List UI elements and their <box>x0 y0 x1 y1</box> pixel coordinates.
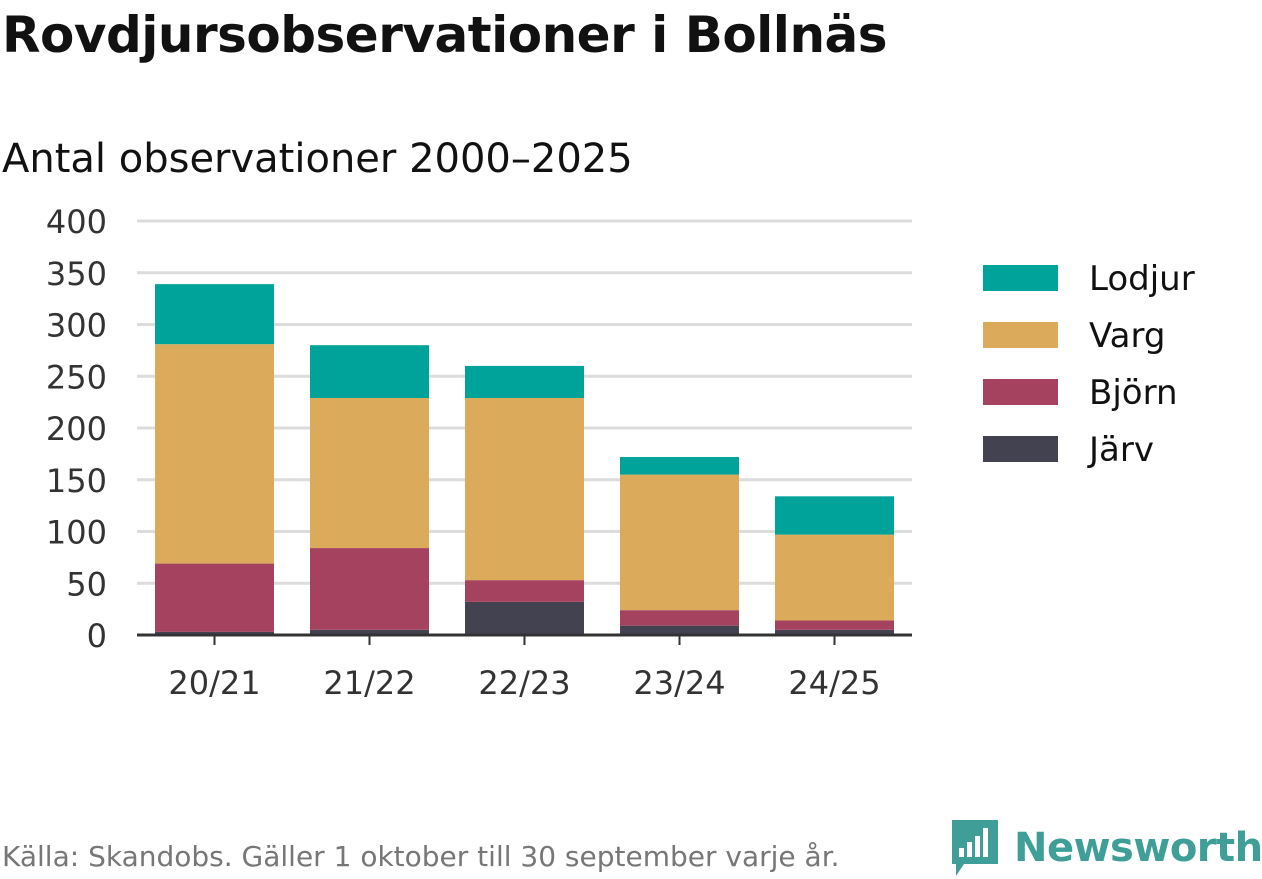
bar-segment <box>620 474 739 611</box>
brand-logo: Newsworthy <box>950 818 1262 878</box>
bar-segment <box>155 344 274 564</box>
y-axis-ticks: 0 50 100 150 200 250 300 350 400 <box>46 203 107 655</box>
bar-segment <box>155 284 274 345</box>
bar-segment <box>310 629 429 635</box>
brand-name: Newsworthy <box>1014 825 1262 871</box>
x-tick-label: 20/21 <box>168 664 260 702</box>
legend-label: Järv <box>1087 430 1154 470</box>
bar-segment <box>465 580 584 602</box>
y-tick-label: 300 <box>46 307 107 345</box>
bar-segment <box>775 620 894 630</box>
y-tick-label: 50 <box>66 565 107 603</box>
y-tick-label: 150 <box>46 462 107 500</box>
legend-swatch <box>983 265 1058 291</box>
bar-segment <box>465 601 584 635</box>
x-tick-label: 22/23 <box>478 664 570 702</box>
y-tick-label: 100 <box>46 514 107 552</box>
x-tick-label: 21/22 <box>323 664 415 702</box>
bar-segment <box>155 631 274 635</box>
y-tick-label: 350 <box>46 255 107 293</box>
legend-label: Lodjur <box>1089 259 1195 299</box>
newsworthy-logo-icon <box>952 820 998 876</box>
x-tick-label: 24/25 <box>788 664 880 702</box>
legend-label: Varg <box>1089 316 1165 356</box>
legend-swatch <box>983 379 1058 405</box>
y-tick-label: 400 <box>46 203 107 241</box>
x-axis <box>137 633 912 645</box>
y-tick-label: 0 <box>87 617 107 655</box>
bar-segment <box>465 397 584 581</box>
legend-swatch <box>983 436 1058 462</box>
y-tick-label: 200 <box>46 410 107 448</box>
bar-segment <box>310 345 429 398</box>
source-note: Källa: Skandobs. Gäller 1 oktober till 3… <box>2 840 840 873</box>
bar-segment <box>310 548 429 630</box>
bar-segment <box>775 534 894 621</box>
x-axis-ticks: 20/21 21/22 22/23 23/24 24/25 <box>168 664 880 702</box>
bars <box>155 284 894 635</box>
bar-segment <box>775 496 894 535</box>
bar-segment <box>620 610 739 626</box>
bar-segment <box>620 456 739 475</box>
bar-segment <box>620 625 739 635</box>
bar-segment <box>465 365 584 398</box>
bar-segment <box>775 629 894 635</box>
legend: Lodjur Varg Björn Järv <box>983 259 1195 470</box>
legend-label: Björn <box>1089 373 1178 413</box>
bar-segment <box>155 563 274 632</box>
x-tick-label: 23/24 <box>633 664 725 702</box>
chart-title: Rovdjursobservationer i Bollnäs <box>2 6 888 64</box>
stacked-bar-chart: 0 50 100 150 200 250 300 350 400 20/21 21/22 22/23… <box>46 203 1195 702</box>
y-tick-label: 250 <box>46 358 107 396</box>
chart-subtitle: Antal observationer 2000–2025 <box>2 136 633 182</box>
bar-segment <box>310 397 429 549</box>
legend-swatch <box>983 322 1058 348</box>
